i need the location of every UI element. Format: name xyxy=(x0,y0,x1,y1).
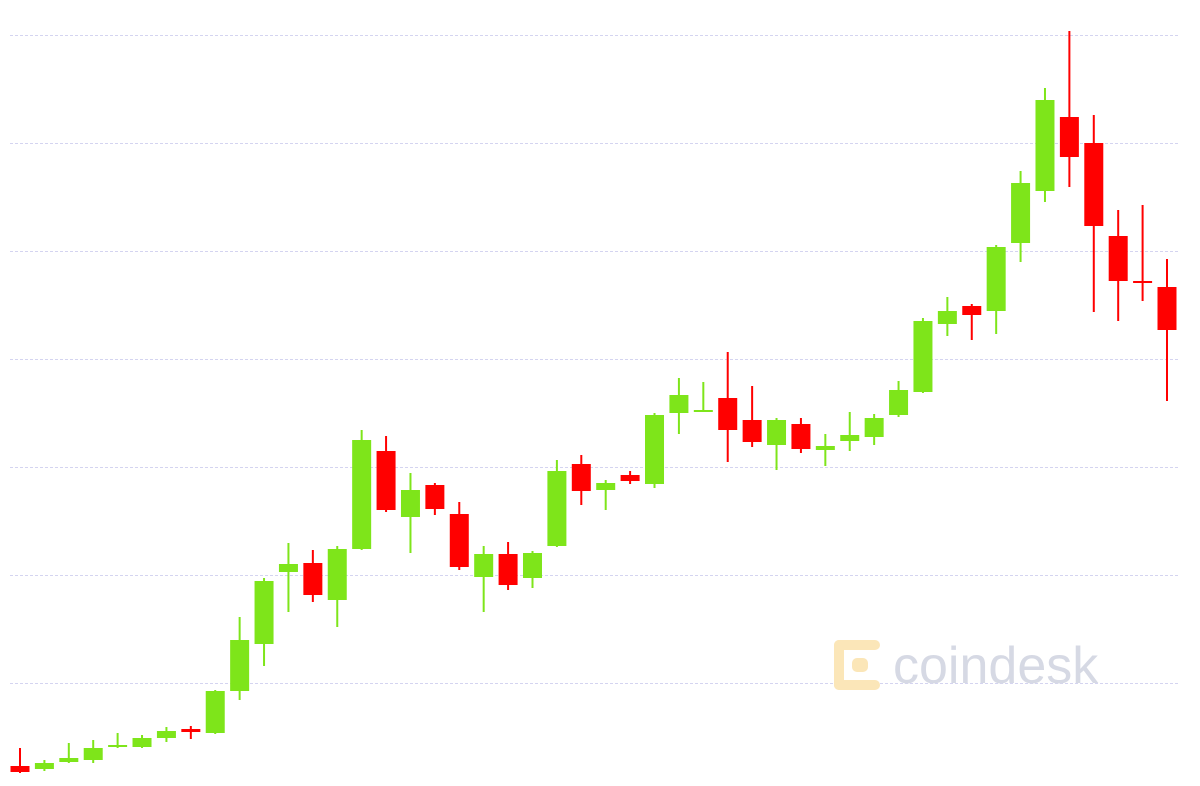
candle-body xyxy=(913,321,933,392)
candle-body xyxy=(132,738,152,747)
candle-body xyxy=(108,745,128,747)
candle-body xyxy=(327,549,347,600)
candle-body xyxy=(571,464,591,491)
candle-body xyxy=(1084,143,1104,226)
candle-body xyxy=(962,306,982,315)
candle-body xyxy=(156,731,176,738)
candle-body xyxy=(986,247,1006,311)
candle-body xyxy=(352,440,372,549)
candle-body xyxy=(10,766,30,772)
grid xyxy=(10,35,1180,684)
watermark: coindesk xyxy=(893,637,1099,695)
candle-body xyxy=(230,640,250,691)
candle-body xyxy=(425,485,445,509)
candle-body xyxy=(254,581,274,644)
candle-body xyxy=(1035,100,1055,191)
candle-body xyxy=(474,554,494,577)
candle-body xyxy=(376,451,396,510)
candle-body xyxy=(742,420,762,442)
candle-body xyxy=(303,563,323,595)
candle-body xyxy=(205,691,225,733)
candle-body xyxy=(864,418,884,437)
candle-body xyxy=(767,420,787,445)
candle-body xyxy=(522,553,542,578)
candle-body xyxy=(840,435,860,441)
candle-body xyxy=(596,483,616,490)
candle-body xyxy=(889,390,909,415)
candle-body xyxy=(645,415,665,484)
candle-body xyxy=(1133,281,1153,283)
candle-body xyxy=(181,729,201,732)
watermark-logo xyxy=(834,640,880,690)
candle-body xyxy=(620,475,640,481)
candle-body xyxy=(83,748,103,760)
candle-body xyxy=(547,471,567,546)
candle-body xyxy=(449,514,469,567)
candle-body xyxy=(1011,183,1031,243)
candle-body xyxy=(1059,117,1079,157)
candle-body xyxy=(718,398,738,430)
candle-body xyxy=(59,758,79,762)
candle-body xyxy=(34,763,54,769)
candle-body xyxy=(278,564,298,572)
candle-body xyxy=(693,410,713,412)
candle-body xyxy=(400,490,420,517)
candle-body xyxy=(937,311,957,324)
candle-body xyxy=(815,446,835,450)
candle-body xyxy=(498,554,518,585)
candle-body xyxy=(1108,236,1128,281)
candle-body xyxy=(791,424,811,449)
candle-body xyxy=(1157,287,1177,330)
candle-body xyxy=(669,395,689,413)
